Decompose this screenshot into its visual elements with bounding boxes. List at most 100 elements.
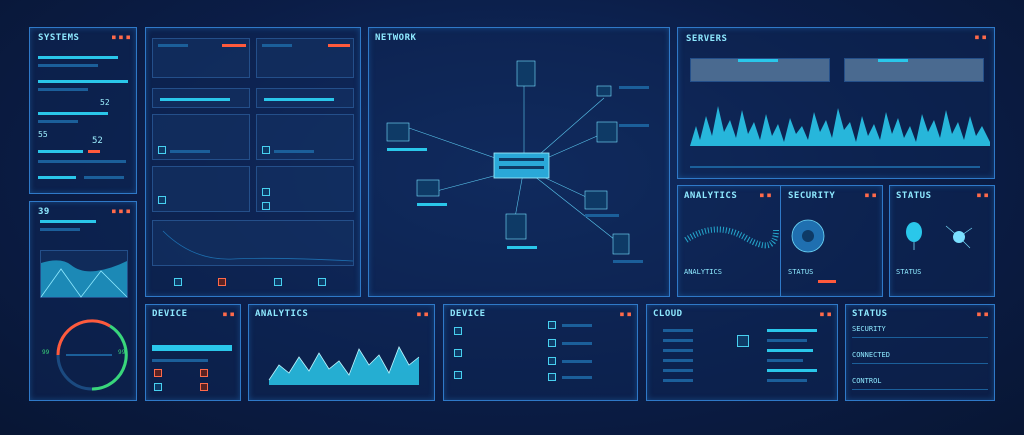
analytics-panel: ANALYTICS ■ ■ SECURITY ■ ■ ANALYTICS STA… (677, 185, 883, 297)
progress-bar (767, 349, 813, 352)
progress-bar (878, 59, 908, 62)
area-chart (268, 346, 420, 385)
control-panel (145, 27, 361, 297)
progress-bar (767, 369, 817, 372)
chip-icon (262, 202, 270, 210)
globe-graphic (791, 219, 825, 253)
device-icon[interactable] (548, 321, 556, 329)
progress-bar (84, 176, 124, 179)
network-panel: NETWORK (368, 27, 670, 297)
network-icon (945, 225, 973, 249)
device-icon[interactable] (454, 349, 462, 357)
device-icon[interactable] (454, 327, 462, 335)
panel-title: DEVICE (152, 309, 188, 319)
network-graph (386, 60, 649, 263)
panel-title: SERVERS (686, 34, 728, 44)
progress-bar (38, 88, 88, 91)
server-icon (262, 146, 270, 154)
panel-tag: ■ ■ (977, 192, 988, 199)
globe-icon[interactable] (318, 278, 326, 286)
panel-title: DEVICE (450, 309, 486, 319)
axis-bar (690, 166, 980, 168)
row-bar (852, 337, 988, 338)
alert-icon (154, 369, 162, 377)
row-bar (852, 363, 988, 364)
label-bar (562, 324, 592, 327)
gauge-ring (56, 319, 128, 391)
list-bar (663, 359, 693, 362)
list-bar (663, 369, 693, 372)
progress-bar (264, 98, 334, 101)
alert-icon (200, 369, 208, 377)
device-icon[interactable] (548, 339, 556, 347)
row-label: CONNECTED (852, 351, 890, 359)
server-icon (158, 146, 166, 154)
metric-label: ANALYTICS (684, 268, 722, 276)
trend-card (152, 220, 354, 266)
panel-title: STATUS (896, 191, 932, 201)
panel-tag: ■ ■ (417, 311, 428, 318)
list-bar (663, 349, 693, 352)
panel-tag: ■ ■ (865, 192, 876, 199)
cloud-icon[interactable] (274, 278, 282, 286)
device-icon[interactable] (454, 371, 462, 379)
progress-bar (38, 56, 118, 59)
servers-panel: SERVERS ■ ■ (677, 27, 995, 179)
stat-value: 52 (92, 136, 103, 146)
progress-bar (767, 359, 803, 362)
gauge-label-bar (66, 354, 112, 356)
progress-bar (38, 64, 98, 67)
stat-value: 52 (100, 98, 110, 107)
control-card[interactable] (256, 166, 354, 212)
progress-bar (738, 59, 778, 62)
user-icon[interactable] (174, 278, 182, 286)
control-card[interactable] (152, 166, 250, 212)
control-card[interactable] (256, 114, 354, 160)
chip-icon (737, 335, 749, 347)
panel-title: CLOUD (653, 309, 683, 319)
progress-bar (767, 339, 807, 342)
panel-title: ANALYTICS (684, 191, 738, 201)
security-panel: STATUS ■ ■ SECURITY CONNECTED CONTROL (845, 304, 995, 401)
progress-bar (38, 160, 126, 163)
panel-tag: ■ ■ (760, 192, 771, 199)
progress-bar (38, 112, 108, 115)
row-label: CONTROL (852, 377, 882, 385)
progress-bar (767, 329, 817, 332)
panel-title: SYSTEMS (38, 33, 80, 43)
device-icon[interactable] (548, 357, 556, 365)
panel-tag: ■ ■ (975, 34, 986, 41)
device-list-panel: DEVICE ■ ■ (443, 304, 638, 401)
alert-icon[interactable] (218, 278, 226, 286)
list-bar (663, 379, 693, 382)
alert-bar (328, 44, 350, 47)
divider (780, 186, 781, 296)
gauge-left-value: 99 (42, 349, 50, 356)
server-strip (690, 58, 830, 82)
gauge-right-value: 99 (118, 349, 126, 356)
label-bar (170, 150, 210, 153)
systems-panel: SYSTEMS ■ ■ ■ 52 55 52 (29, 27, 137, 194)
status-panel-left: 39 ■ ■ ■ 99 99 (29, 201, 137, 401)
device-panel: DEVICE ■ ■ (145, 304, 241, 401)
dot-map (684, 226, 779, 249)
control-card[interactable] (152, 114, 250, 160)
device-icon[interactable] (548, 373, 556, 381)
metric-label: STATUS (788, 268, 814, 276)
server-strip (844, 58, 984, 82)
panel-tag: ■ ■ (223, 311, 234, 318)
label-bar (274, 150, 314, 153)
label-bar (562, 376, 592, 379)
status-panel: STATUS ■ ■ STATUS (889, 185, 995, 297)
progress-bar (38, 176, 76, 179)
cloud-panel: CLOUD ■ ■ (646, 304, 838, 401)
progress-bar (40, 228, 80, 231)
progress-bar (38, 120, 78, 123)
waveform-chart (40, 250, 128, 298)
alert-icon (200, 383, 208, 391)
alert-bar (818, 280, 836, 283)
list-bar (663, 339, 693, 342)
metric-label: STATUS (896, 268, 922, 276)
panel-title: NETWORK (375, 33, 417, 43)
panel-title: ANALYTICS (255, 309, 309, 319)
